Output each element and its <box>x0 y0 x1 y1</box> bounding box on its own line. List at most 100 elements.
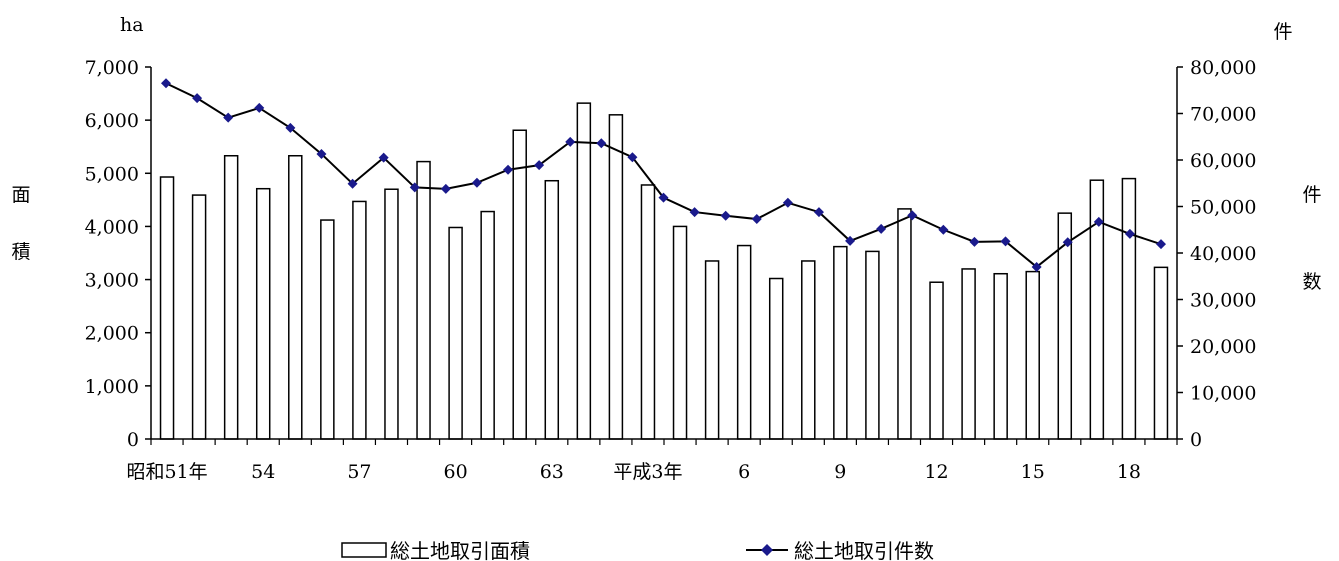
bar <box>961 268 976 440</box>
bar <box>801 260 816 440</box>
left-tick-label: 7,000 <box>85 57 139 79</box>
left-tick-label: 2,000 <box>85 323 139 345</box>
right-tick-label: 40,000 <box>1190 243 1256 265</box>
bars-layer <box>159 102 1169 440</box>
left-axis-unit: ha <box>120 14 144 36</box>
point <box>565 136 576 147</box>
line-layer <box>161 78 1166 272</box>
bar <box>480 210 495 440</box>
point <box>689 207 700 218</box>
bar <box>672 225 688 440</box>
point <box>969 236 980 247</box>
left-tick-label: 1,000 <box>85 376 139 398</box>
x-tick-label: 57 <box>347 461 371 483</box>
bar <box>993 272 1008 440</box>
point <box>1062 237 1073 248</box>
right-axis-label-char-2: 数 <box>1302 271 1321 293</box>
x-tick-label: 9 <box>834 461 846 483</box>
point <box>223 112 234 123</box>
left-axis-label-char-1: 面 <box>11 184 30 206</box>
point <box>1000 236 1011 247</box>
bar <box>768 277 784 440</box>
point <box>378 152 389 163</box>
right-tick-label: 80,000 <box>1190 57 1256 79</box>
point <box>876 223 887 234</box>
point <box>503 164 514 175</box>
point <box>409 182 420 193</box>
bar <box>1121 177 1137 440</box>
point <box>347 178 358 189</box>
point <box>658 192 669 203</box>
bar <box>384 188 399 440</box>
right-tick-label: 50,000 <box>1190 197 1256 219</box>
right-tick-label: 10,000 <box>1190 383 1256 405</box>
point <box>471 177 482 188</box>
bar <box>640 184 656 440</box>
right-tick-label: 20,000 <box>1190 336 1256 358</box>
x-tick-label: 6 <box>738 461 750 483</box>
point <box>782 197 793 208</box>
bar <box>320 219 335 440</box>
x-tick-label: 昭和51年 <box>126 461 207 483</box>
bar <box>223 154 239 440</box>
legend-bar-swatch <box>341 542 387 558</box>
point <box>1156 239 1166 250</box>
point <box>534 160 545 171</box>
bar <box>448 226 463 440</box>
bar <box>255 187 271 440</box>
point <box>751 214 762 225</box>
bar <box>544 179 560 440</box>
point <box>1093 216 1104 227</box>
x-tick-label: 平成3年 <box>613 461 682 483</box>
left-tick-label: 5,000 <box>85 163 139 185</box>
right-tick-label: 30,000 <box>1190 290 1256 312</box>
point <box>192 93 203 104</box>
point <box>1031 261 1042 272</box>
bar <box>608 114 624 440</box>
legend-diamond-marker <box>761 544 773 556</box>
point <box>845 235 856 246</box>
legend-label-area: 総土地取引面積 <box>390 539 530 561</box>
bar <box>897 208 912 440</box>
point <box>254 102 265 113</box>
bar <box>736 244 752 440</box>
x-tick-label: 15 <box>1021 461 1045 483</box>
point <box>440 183 451 194</box>
x-tick-label: 63 <box>540 461 564 483</box>
x-tick-label: 18 <box>1117 461 1141 483</box>
axes-layer: 0 1,000 2,000 3,000 4,000 5,000 6,000 7,000 0 10,… <box>85 57 1257 483</box>
point <box>316 148 327 159</box>
legend-label-count: 総土地取引件数 <box>794 539 934 561</box>
point <box>813 207 824 218</box>
x-tick-label: 54 <box>251 461 275 483</box>
bar <box>865 250 880 440</box>
bar <box>352 200 367 440</box>
bar <box>576 102 592 440</box>
right-tick-label: 0 <box>1190 429 1202 451</box>
point <box>596 138 607 149</box>
left-tick-label: 4,000 <box>85 216 139 238</box>
bar <box>191 194 207 440</box>
x-tick-label: 12 <box>924 461 948 483</box>
bar <box>1153 266 1169 440</box>
point <box>938 224 949 235</box>
point <box>720 210 731 221</box>
left-tick-label: 0 <box>127 429 139 451</box>
bar <box>416 160 431 440</box>
left-tick-label: 6,000 <box>85 110 139 132</box>
bar <box>704 260 720 440</box>
right-axis-unit: 件 <box>1273 21 1292 43</box>
bar <box>159 176 175 440</box>
right-axis-label-char-1: 件 <box>1302 184 1321 206</box>
bar <box>512 129 527 440</box>
right-tick-label: 70,000 <box>1190 104 1256 126</box>
bar <box>288 154 303 440</box>
point <box>1124 228 1135 239</box>
bar <box>1025 270 1040 440</box>
x-tick-label: 60 <box>444 461 468 483</box>
point <box>285 122 296 133</box>
bar <box>833 245 848 440</box>
left-axis-label-char-2: 積 <box>11 241 30 263</box>
bar <box>929 281 944 440</box>
